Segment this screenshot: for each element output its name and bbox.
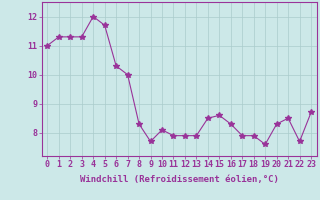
X-axis label: Windchill (Refroidissement éolien,°C): Windchill (Refroidissement éolien,°C) bbox=[80, 175, 279, 184]
